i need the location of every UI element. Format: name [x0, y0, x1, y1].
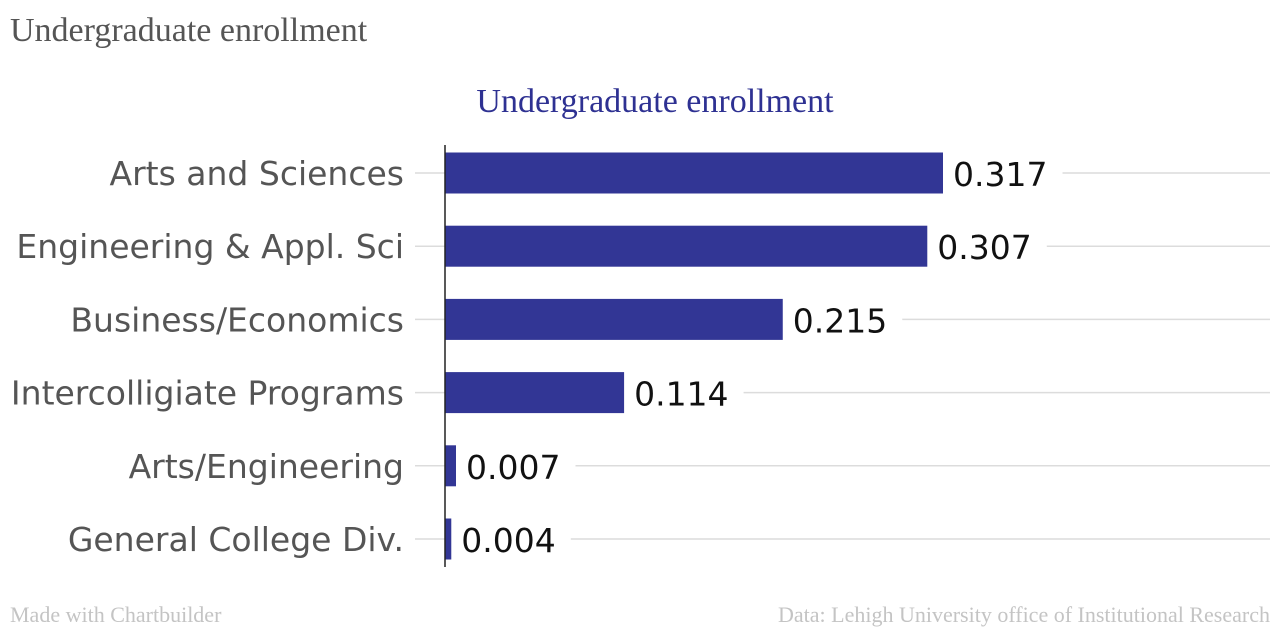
- category-label: General College Div.: [68, 520, 404, 559]
- bar: [445, 518, 452, 560]
- category-label: Engineering & Appl. Sci: [16, 227, 404, 266]
- bar: [445, 225, 928, 267]
- category-label: Business/Economics: [70, 300, 404, 339]
- bar: [445, 152, 943, 194]
- bars: [445, 152, 943, 560]
- gridlines: [415, 172, 1270, 540]
- bar: [445, 372, 625, 414]
- value-label: 0.307: [937, 228, 1031, 267]
- value-label: 0.215: [793, 301, 887, 340]
- footer-credit: Made with Chartbuilder: [10, 602, 222, 627]
- chart-title: Undergraduate enrollment: [476, 83, 834, 120]
- value-label: 0.007: [466, 448, 560, 487]
- category-label: Arts and Sciences: [110, 154, 404, 193]
- bar: [445, 298, 783, 340]
- footer-source: Data: Lehigh University office of Instit…: [777, 602, 1270, 627]
- bar: [445, 445, 456, 487]
- category-label: Intercolligiate Programs: [11, 374, 404, 413]
- value-label: 0.114: [634, 375, 728, 414]
- page-title: Undergraduate enrollment: [10, 12, 368, 49]
- value-label: 0.004: [461, 521, 555, 560]
- value-labels: 0.317 0.307 0.215 0.114 0.007 0.004: [461, 155, 1047, 560]
- category-labels: Arts and Sciences Engineering & Appl. Sci…: [11, 154, 404, 559]
- category-label: Arts/Engineering: [129, 447, 404, 486]
- value-label: 0.317: [953, 155, 1047, 194]
